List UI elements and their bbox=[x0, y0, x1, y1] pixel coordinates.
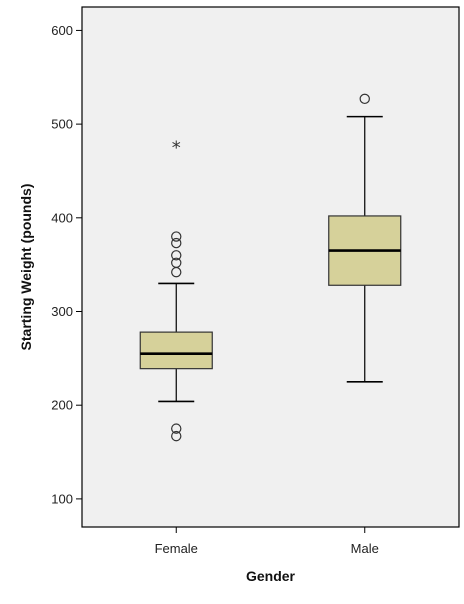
x-axis-title: Gender bbox=[246, 568, 296, 584]
box-male bbox=[328, 93, 402, 383]
outlier-point bbox=[171, 250, 182, 261]
outlier-point bbox=[171, 231, 182, 242]
interquartile-box bbox=[139, 331, 213, 370]
y-tick-label: 300 bbox=[51, 304, 73, 319]
y-tick-label: 400 bbox=[51, 210, 73, 225]
outlier-point bbox=[171, 237, 182, 249]
y-tick-label: 600 bbox=[51, 23, 73, 38]
boxes-group: * bbox=[139, 93, 402, 442]
plot-area bbox=[81, 6, 460, 528]
outlier-point bbox=[359, 93, 370, 105]
y-axis-title: Starting Weight (pounds) bbox=[18, 184, 34, 351]
x-axis: Female Male bbox=[155, 527, 379, 556]
y-tick-label: 100 bbox=[51, 491, 73, 506]
extreme-point: * bbox=[172, 138, 181, 159]
outlier-point bbox=[171, 257, 182, 268]
outlier-point bbox=[171, 423, 182, 434]
x-tick-label-female: Female bbox=[155, 541, 198, 556]
y-axis: 100 200 300 400 500 600 bbox=[51, 23, 82, 506]
x-tick-label-male: Male bbox=[351, 541, 379, 556]
y-tick-label: 500 bbox=[51, 117, 73, 132]
y-tick-label: 200 bbox=[51, 398, 73, 413]
outlier-point bbox=[171, 430, 182, 442]
box-female: * bbox=[139, 138, 213, 442]
